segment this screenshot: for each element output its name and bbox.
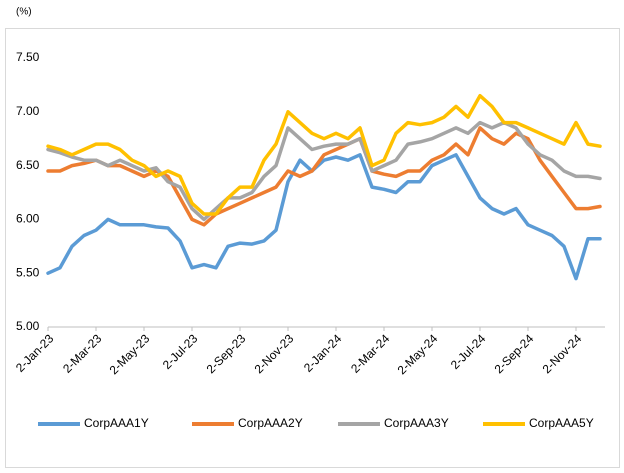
x-tick-label: 2-May-23 [107,331,153,377]
x-tick-label: 2-Sep-24 [492,331,537,376]
x-tick-label: 2-Nov-24 [540,331,585,376]
legend-label: CorpAAA1Y [84,416,149,430]
x-tick-label: 2-Jul-23 [160,331,201,372]
legend-label: CorpAAA5Y [529,416,594,430]
series-line [46,126,602,227]
x-tick-label: 2-May-24 [395,331,441,377]
legend-label: CorpAAA3Y [384,416,449,430]
y-tick-label: 5.00 [16,319,40,333]
x-tick-label: 2-Jan-23 [13,331,57,375]
legend-label: CorpAAA2Y [238,416,303,430]
series-line [46,120,602,222]
y-tick-label: 5.50 [16,265,40,279]
series-line [46,93,602,216]
x-tick-label: 2-Nov-23 [252,331,297,376]
y-tick-label: 6.00 [16,212,40,226]
x-tick-label: 2-Sep-23 [204,331,249,376]
x-tick-label: 2-Jul-24 [448,331,489,372]
y-tick-label: 7.50 [16,50,40,64]
x-tick-label: 2-Mar-23 [60,331,105,376]
chart-frame [5,28,620,468]
x-tick-label: 2-Jan-24 [301,331,345,375]
y-unit: (%) [16,7,32,18]
series-line [46,153,602,281]
y-tick-label: 6.50 [16,158,40,172]
y-tick-label: 7.00 [16,104,40,118]
x-tick-label: 2-Mar-24 [348,331,393,376]
